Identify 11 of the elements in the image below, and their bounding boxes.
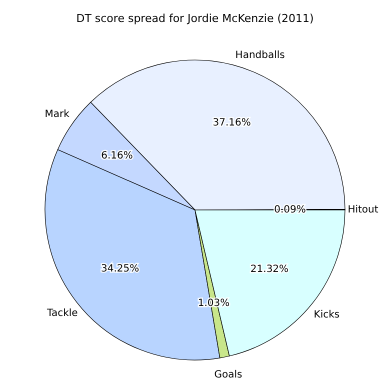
slice-label: Kicks: [314, 309, 340, 320]
slice-label: Tackle: [46, 308, 78, 320]
data-label: 37.16%: [212, 117, 251, 128]
data-label: 6.16%: [101, 150, 133, 162]
chart-title: DT score spread for Jordie McKenzie (2011): [76, 12, 314, 25]
slice-label: Goals: [214, 370, 242, 381]
slice-label: Mark: [44, 109, 70, 120]
data-label: 21.32%: [250, 264, 289, 275]
data-label: 34.25%: [100, 263, 140, 274]
slice-label: Hitout: [348, 204, 378, 216]
slice-label: Handballs: [235, 50, 285, 62]
